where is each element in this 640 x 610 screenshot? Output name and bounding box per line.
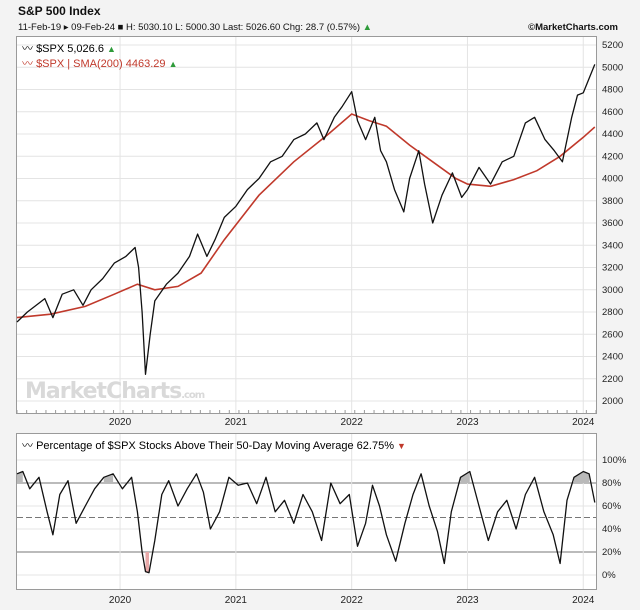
y-tick-label: 2800: [602, 307, 623, 318]
y-tick-label: 3600: [602, 218, 623, 229]
price-chart-panel: 2000 2200 2400 2600 2800 3000 3200 3400 3600 3800…: [16, 36, 623, 428]
up-arrow-icon: ▲: [168, 59, 178, 69]
x-tick-label: 2020: [109, 595, 132, 606]
legend-label-spx: $SPX 5,026.6: [36, 43, 104, 55]
oversold-fill: [145, 552, 149, 573]
quote-summary-line: 11-Feb-19 ▸ 09-Feb-24 ■ H: 5030.10 L: 50…: [18, 22, 630, 33]
y-tick-label: 2200: [602, 374, 623, 385]
x-tick-label: 2021: [225, 595, 248, 606]
overbought-fill: [103, 473, 114, 483]
y-tick-label: 2600: [602, 329, 623, 340]
line-icon: 〰: [22, 43, 33, 55]
y-tick-label: 40%: [602, 524, 622, 535]
chart-title: S&P 500 Index: [18, 4, 101, 18]
line-icon: 〰: [22, 58, 33, 70]
line-icon: 〰: [22, 440, 33, 452]
quote-ohlc: ■ H: 5030.10 L: 5000.30 Last: 5026.60 Ch…: [117, 22, 361, 33]
y-tick-label: 20%: [602, 547, 622, 558]
sma-line: [16, 113, 596, 319]
breadth-chart-svg: 0% 20% 40% 60% 80% 100% 2020 2021 2022 2023 2024: [16, 434, 627, 606]
y-tick-label: 4200: [602, 151, 623, 162]
legend-label-breadth: Percentage of $SPX Stocks Above Their 50…: [36, 440, 394, 452]
y-tick-label: 5000: [602, 62, 623, 73]
y-tick-label: 3000: [602, 285, 623, 296]
y-tick-label: 3400: [602, 240, 623, 251]
y-tick-label: 0%: [602, 570, 616, 581]
x-tick-label: 2024: [572, 595, 595, 606]
legend-item-sma: 〰 $SPX | SMA(200) 4463.29 ▲: [22, 55, 177, 71]
y-tick-label: 4800: [602, 85, 623, 96]
y-tick-label: 60%: [602, 501, 622, 512]
x-tick-label: 2020: [109, 417, 132, 428]
watermark-logo: MarketCharts.com: [25, 379, 205, 404]
x-tick-label: 2023: [456, 417, 479, 428]
y-tick-label: 80%: [602, 478, 622, 489]
breadth-line: [16, 470, 596, 574]
overbought-fill: [460, 471, 470, 483]
legend-item-breadth: 〰 Percentage of $SPX Stocks Above Their …: [22, 437, 406, 453]
x-tick-label: 2023: [456, 595, 479, 606]
y-tick-label: 5200: [602, 40, 623, 51]
legend-item-spx: 〰 $SPX 5,026.6 ▲: [22, 40, 116, 56]
price-chart-svg: 2000 2200 2400 2600 2800 3000 3200 3400 3600 3800…: [16, 37, 623, 428]
overbought-fill: [574, 471, 590, 483]
y-tick-label: 2400: [602, 352, 623, 363]
y-tick-label: 2000: [602, 396, 623, 407]
legend-label-sma: $SPX | SMA(200) 4463.29: [36, 58, 166, 70]
y-tick-label: 3800: [602, 196, 623, 207]
x-tick-label: 2021: [225, 417, 248, 428]
y-tick-label: 4400: [602, 129, 623, 140]
change-up-arrow-icon: ▲: [362, 22, 373, 33]
brand-credit: ©MarketCharts.com: [528, 22, 618, 33]
y-tick-label: 3200: [602, 263, 623, 274]
x-tick-label: 2022: [341, 417, 364, 428]
up-arrow-icon: ▲: [107, 44, 116, 54]
price-line: [16, 64, 596, 375]
down-arrow-icon: ▼: [397, 441, 406, 451]
y-tick-label: 100%: [602, 455, 627, 466]
y-tick-label: 4600: [602, 107, 623, 118]
y-tick-label: 4000: [602, 174, 623, 185]
overbought-fill: [17, 471, 23, 483]
x-tick-label: 2022: [341, 595, 364, 606]
x-tick-label: 2024: [572, 417, 595, 428]
breadth-chart-panel: 0% 20% 40% 60% 80% 100% 2020 2021 2022 2023 2024 〰…: [16, 433, 627, 606]
date-range: 11-Feb-19 ▸ 09-Feb-24: [18, 22, 116, 33]
